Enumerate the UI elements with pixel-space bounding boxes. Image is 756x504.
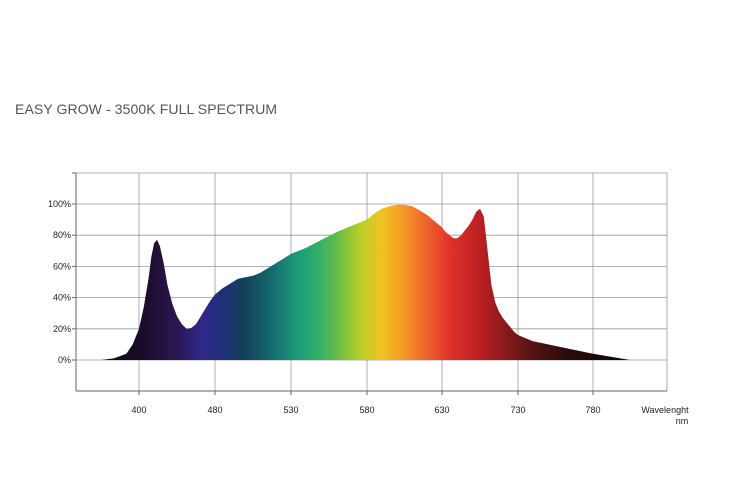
x-axis-unit: nm	[676, 416, 689, 426]
x-tick-label: 730	[510, 405, 525, 415]
x-tick-label: 530	[283, 405, 298, 415]
x-tick-label: 580	[359, 405, 374, 415]
y-tick-label: 40%	[53, 293, 71, 303]
y-tick-label: 100%	[48, 199, 71, 209]
chart-title: EASY GROW - 3500K FULL SPECTRUM	[15, 101, 278, 117]
axes	[72, 172, 667, 395]
y-tick-label: 20%	[53, 324, 71, 334]
x-tick-label: 780	[585, 405, 600, 415]
x-tick-labels: 400 480 530 580 630 730 780	[131, 405, 600, 415]
x-tick-label: 400	[131, 405, 146, 415]
y-tick-label: 60%	[53, 261, 71, 271]
x-axis-label: Wavelenght	[641, 405, 689, 415]
spectrum-area	[101, 204, 630, 360]
x-tick-label: 630	[434, 405, 449, 415]
y-tick-label: 80%	[53, 230, 71, 240]
y-tick-label: 0%	[58, 355, 71, 365]
y-tick-labels: 0% 20% 40% 60% 80% 100%	[48, 199, 71, 365]
x-tick-label: 480	[207, 405, 222, 415]
